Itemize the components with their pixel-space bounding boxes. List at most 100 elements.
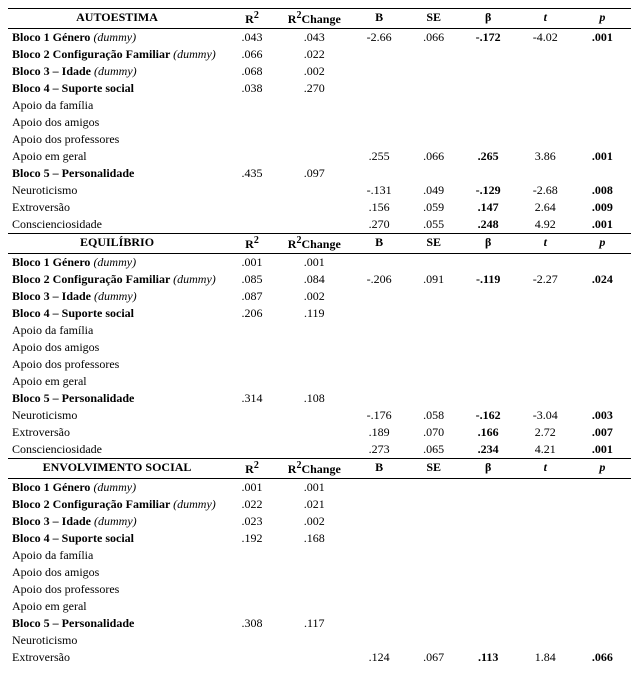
p (574, 46, 631, 63)
r2: .001 (226, 479, 278, 497)
se: .049 (408, 182, 460, 199)
table-row: Extroversão.124.067.1131.84.066 (8, 649, 631, 666)
r2change (278, 339, 351, 356)
r2: .023 (226, 513, 278, 530)
p: .009 (574, 199, 631, 216)
r2 (226, 581, 278, 598)
se: .066 (408, 29, 460, 47)
col-t: t (517, 459, 574, 479)
r2change (278, 649, 351, 666)
p: .001 (574, 148, 631, 165)
r2change: .043 (278, 29, 351, 47)
r2change (278, 564, 351, 581)
r2change (278, 97, 351, 114)
r2change (278, 356, 351, 373)
r2change: .168 (278, 530, 351, 547)
r2 (226, 131, 278, 148)
table-row: Bloco 5 – Personalidade.435.097 (8, 165, 631, 182)
r2 (226, 598, 278, 615)
beta: -.129 (460, 182, 517, 199)
se (408, 496, 460, 513)
regression-table: AUTOESTIMAR2R2ChangeBSEβtpBloco 1 Género… (8, 8, 631, 666)
t (517, 615, 574, 632)
b (351, 165, 408, 182)
row-label: Bloco 1 Género (dummy) (8, 29, 226, 47)
se: .070 (408, 424, 460, 441)
beta (460, 46, 517, 63)
table-row: Apoio da família (8, 547, 631, 564)
se: .067 (408, 649, 460, 666)
se (408, 288, 460, 305)
row-label: Apoio em geral (8, 373, 226, 390)
t (517, 254, 574, 272)
se (408, 581, 460, 598)
b (351, 305, 408, 322)
beta (460, 598, 517, 615)
beta: .234 (460, 441, 517, 459)
b: -2.66 (351, 29, 408, 47)
table-row: Conscienciosidade.270.055.2484.92.001 (8, 216, 631, 234)
p (574, 479, 631, 497)
t (517, 390, 574, 407)
t (517, 547, 574, 564)
beta (460, 114, 517, 131)
table-row: Bloco 2 Configuração Familiar (dummy).08… (8, 271, 631, 288)
row-label: Conscienciosidade (8, 216, 226, 234)
section-title: ENVOLVIMENTO SOCIAL (8, 459, 226, 479)
row-label: Extroversão (8, 199, 226, 216)
r2 (226, 441, 278, 459)
table-row: Apoio em geral.255.066.2653.86.001 (8, 148, 631, 165)
r2: .038 (226, 80, 278, 97)
p (574, 322, 631, 339)
t (517, 63, 574, 80)
t (517, 530, 574, 547)
p (574, 288, 631, 305)
b (351, 496, 408, 513)
p: .008 (574, 182, 631, 199)
beta (460, 479, 517, 497)
row-label: Bloco 5 – Personalidade (8, 615, 226, 632)
se (408, 564, 460, 581)
b (351, 97, 408, 114)
b: -.176 (351, 407, 408, 424)
p: .066 (574, 649, 631, 666)
b (351, 530, 408, 547)
beta (460, 632, 517, 649)
table-row: Neuroticismo-.131.049-.129-2.68.008 (8, 182, 631, 199)
r2change (278, 581, 351, 598)
table-row: Apoio da família (8, 322, 631, 339)
beta (460, 513, 517, 530)
se (408, 339, 460, 356)
row-label: Apoio dos amigos (8, 114, 226, 131)
r2: .192 (226, 530, 278, 547)
t: -4.02 (517, 29, 574, 47)
table-row: Apoio dos professores (8, 356, 631, 373)
r2change: .021 (278, 496, 351, 513)
r2change: .022 (278, 46, 351, 63)
p (574, 547, 631, 564)
t (517, 496, 574, 513)
col-r2change: R2Change (278, 459, 351, 479)
se (408, 547, 460, 564)
r2 (226, 114, 278, 131)
p (574, 305, 631, 322)
p (574, 496, 631, 513)
table-row: Apoio em geral (8, 373, 631, 390)
row-label: Bloco 4 – Suporte social (8, 80, 226, 97)
b (351, 390, 408, 407)
row-label: Neuroticismo (8, 632, 226, 649)
r2change: .001 (278, 254, 351, 272)
se (408, 479, 460, 497)
r2 (226, 407, 278, 424)
se: .065 (408, 441, 460, 459)
b (351, 547, 408, 564)
t (517, 131, 574, 148)
beta (460, 339, 517, 356)
table-row: Apoio dos professores (8, 581, 631, 598)
p (574, 564, 631, 581)
r2: .068 (226, 63, 278, 80)
r2change: .001 (278, 479, 351, 497)
row-label: Apoio dos professores (8, 131, 226, 148)
section-title: AUTOESTIMA (8, 9, 226, 29)
table-row: Bloco 2 Configuração Familiar (dummy).02… (8, 496, 631, 513)
